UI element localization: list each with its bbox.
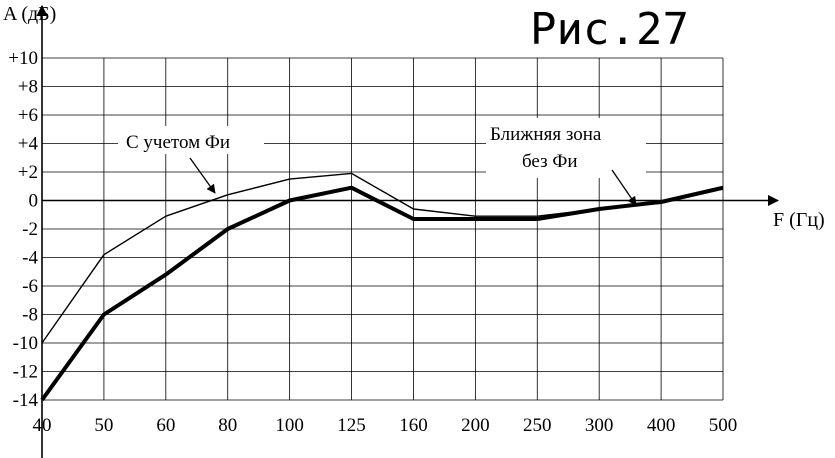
annotations: Рис.27 С учетом Фи Ближняя зона без Фи [118, 4, 689, 206]
y-tick-label: +4 [18, 134, 39, 155]
x-tick-label: 40 [33, 415, 52, 436]
series-line-1 [41, 172, 724, 344]
x-tick-label: 80 [218, 415, 237, 436]
tick-labels: 40 50 60 80 100 125 160 200 250 300 400 500 +10 +8 +6 +… [3, 3, 825, 436]
x-tick-label: 160 [399, 415, 428, 436]
y-tick-label: +10 [8, 48, 38, 69]
figure-label: Рис.27 [530, 4, 689, 55]
annotation-label: С учетом Фи [126, 132, 230, 153]
x-tick-label: 250 [523, 415, 552, 436]
annotation-background [486, 118, 646, 178]
x-tick-label: 300 [585, 415, 614, 436]
y-tick-label: -14 [13, 390, 39, 411]
x-tick-label: 125 [337, 415, 366, 436]
x-axis-title: F (Гц) [773, 209, 825, 231]
x-tick-label: 60 [156, 415, 175, 436]
y-tick-label: +8 [18, 77, 38, 98]
x-tick-label: 400 [647, 415, 676, 436]
series-line-2 [40, 185, 724, 402]
annotation-background [118, 126, 264, 154]
y-tick-label: +2 [18, 162, 38, 183]
y-tick-label: -2 [22, 219, 38, 240]
y-tick-label: 0 [29, 191, 39, 212]
annotation-label: Ближняя зона [490, 124, 602, 145]
y-axis-title: A (дБ) [3, 3, 56, 25]
x-tick-label: 50 [94, 415, 113, 436]
y-tick-label: -10 [13, 333, 38, 354]
y-tick-label: +6 [18, 105, 38, 126]
y-tick-label: -6 [22, 276, 38, 297]
y-tick-label: -4 [22, 248, 38, 269]
annotation-arrow [189, 157, 216, 194]
annotation-label: без Фи [522, 151, 578, 172]
series-group [40, 172, 724, 402]
y-tick-label: -12 [13, 362, 38, 383]
x-tick-label: 500 [709, 415, 738, 436]
x-tick-label: 100 [275, 415, 304, 436]
y-tick-label: -8 [22, 305, 38, 326]
annotation-arrow [611, 169, 637, 206]
x-tick-label: 200 [461, 415, 490, 436]
axes [36, 4, 780, 458]
